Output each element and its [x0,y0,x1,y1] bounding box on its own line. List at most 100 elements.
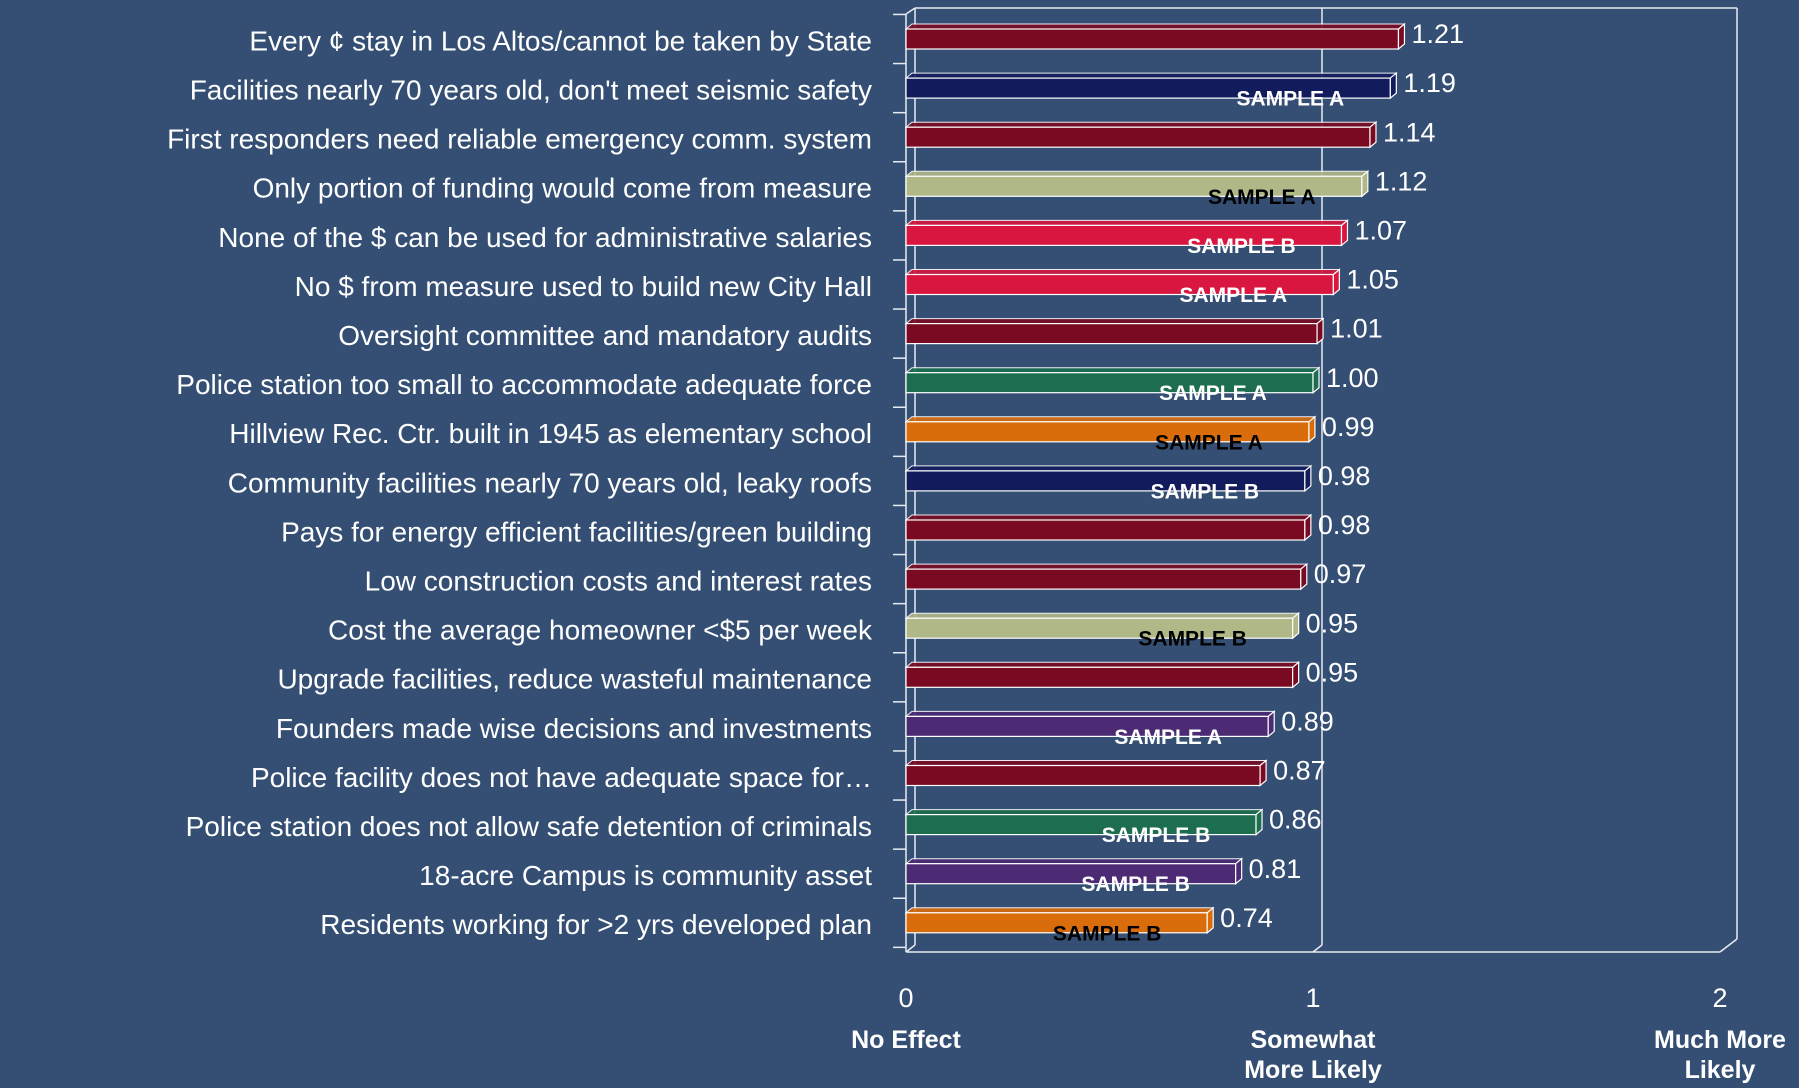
value-label: 1.05 [1346,265,1399,295]
sample-label: SAMPLE A [1179,284,1287,307]
sample-label: SAMPLE B [1187,235,1296,258]
sample-label: SAMPLE A [1159,382,1267,405]
bar-side [1300,562,1308,591]
bar-top [904,170,1370,177]
value-label: 1.19 [1403,68,1456,98]
bar-side [1304,464,1312,493]
bar-side [1369,120,1377,149]
bar-top [904,465,1313,472]
grid-line-floor [1312,944,1323,953]
category-label: Facilities nearly 70 years old, don't me… [190,74,872,105]
category-label: Every ¢ stay in Los Altos/cannot be take… [249,25,872,56]
bar-side [1267,710,1275,738]
bar-top [904,710,1276,717]
value-label: 0.89 [1281,707,1334,737]
bar-top [904,72,1398,79]
sample-label: SAMPLE B [1138,628,1247,651]
bar-side [1206,906,1214,935]
sample-label: SAMPLE B [1081,873,1190,896]
bar-top [904,858,1244,865]
category-label: Residents working for >2 yrs developed p… [320,909,872,940]
category-label: Community facilities nearly 70 years old… [228,467,872,498]
value-label: 1.21 [1411,19,1464,49]
bar [905,323,1318,345]
sample-label: SAMPLE A [1208,186,1316,209]
bar-top [904,514,1313,521]
bar-side [1255,808,1263,836]
category-label: Oversight committee and mandatory audits [338,320,872,351]
category-label: Founders made wise decisions and investm… [276,713,872,744]
value-label: 0.95 [1306,608,1359,638]
bar [905,568,1302,590]
bar [905,126,1371,148]
bar-side [1361,170,1369,198]
value-label: 1.14 [1383,117,1436,147]
bar-top [904,907,1215,914]
bar-top [904,416,1317,423]
bar-top [904,23,1406,30]
category-label: No $ from measure used to build new City… [295,271,872,302]
category-label: Police station too small to accommodate … [176,369,872,400]
floor-back-corner [1719,938,1738,953]
floor-left-corner [905,944,916,953]
value-label: 0.81 [1249,854,1302,884]
value-label: 1.12 [1375,166,1428,196]
bar [905,519,1306,541]
sample-label: SAMPLE B [1053,922,1162,945]
bar [905,28,1400,50]
sample-label: SAMPLE B [1102,824,1211,847]
sample-label: SAMPLE B [1151,480,1260,503]
value-label: 0.98 [1318,461,1371,491]
bar-side [1235,857,1243,885]
bar-top [904,318,1325,325]
bar-side [1259,759,1267,787]
value-label: 0.99 [1322,412,1375,442]
bar-side [1292,661,1300,689]
sample-label: SAMPLE A [1236,88,1344,111]
category-label: Police facility does not have adequate s… [251,762,872,793]
bar-top [904,121,1378,128]
category-label: Upgrade facilities, reduce wasteful main… [277,664,872,695]
category-label: Pays for energy efficient facilities/gre… [281,516,872,547]
bar-top [904,612,1301,619]
x-tick-description: Somewhat More Likely [1244,1026,1382,1084]
bar-side [1389,71,1397,100]
bar-side [1340,219,1349,247]
sample-label: SAMPLE A [1155,431,1263,454]
bar-top [904,269,1341,275]
bar-top [904,367,1321,374]
bar [905,666,1294,688]
bar-top [904,219,1349,226]
bar-side [1332,268,1340,296]
sample-label: SAMPLE A [1114,726,1222,749]
x-tick-label: 1 [1305,983,1320,1013]
value-label: 0.95 [1306,657,1359,687]
bar-side [1397,22,1406,51]
x-tick-label: 2 [1712,983,1727,1013]
bar [905,764,1261,787]
bar-top [904,809,1264,816]
value-label: 1.01 [1330,314,1383,344]
category-label: None of the $ can be used for administra… [218,222,872,253]
category-label: Low construction costs and interest rate… [365,565,872,596]
category-label: Hillview Rec. Ctr. built in 1945 as elem… [229,418,872,449]
bar-side [1304,513,1312,542]
category-label: Police station does not allow safe deten… [186,811,872,842]
bar-top [904,563,1309,570]
category-label: First responders need reliable emergency… [167,124,872,155]
bar-side [1312,366,1320,394]
x-tick-description: No Effect [851,1026,961,1054]
value-label: 0.97 [1314,559,1367,589]
value-label: 1.07 [1354,216,1407,246]
value-label: 0.86 [1269,805,1322,835]
floor-top-left [905,7,916,15]
x-tick-label: 0 [898,983,913,1013]
category-label: 18-acre Campus is community asset [419,860,872,891]
bar-top [904,760,1268,766]
x-tick-description: Much More Likely [1654,1026,1786,1084]
bar-side [1316,317,1324,345]
bar-top [904,661,1301,668]
bar-side [1292,611,1300,640]
